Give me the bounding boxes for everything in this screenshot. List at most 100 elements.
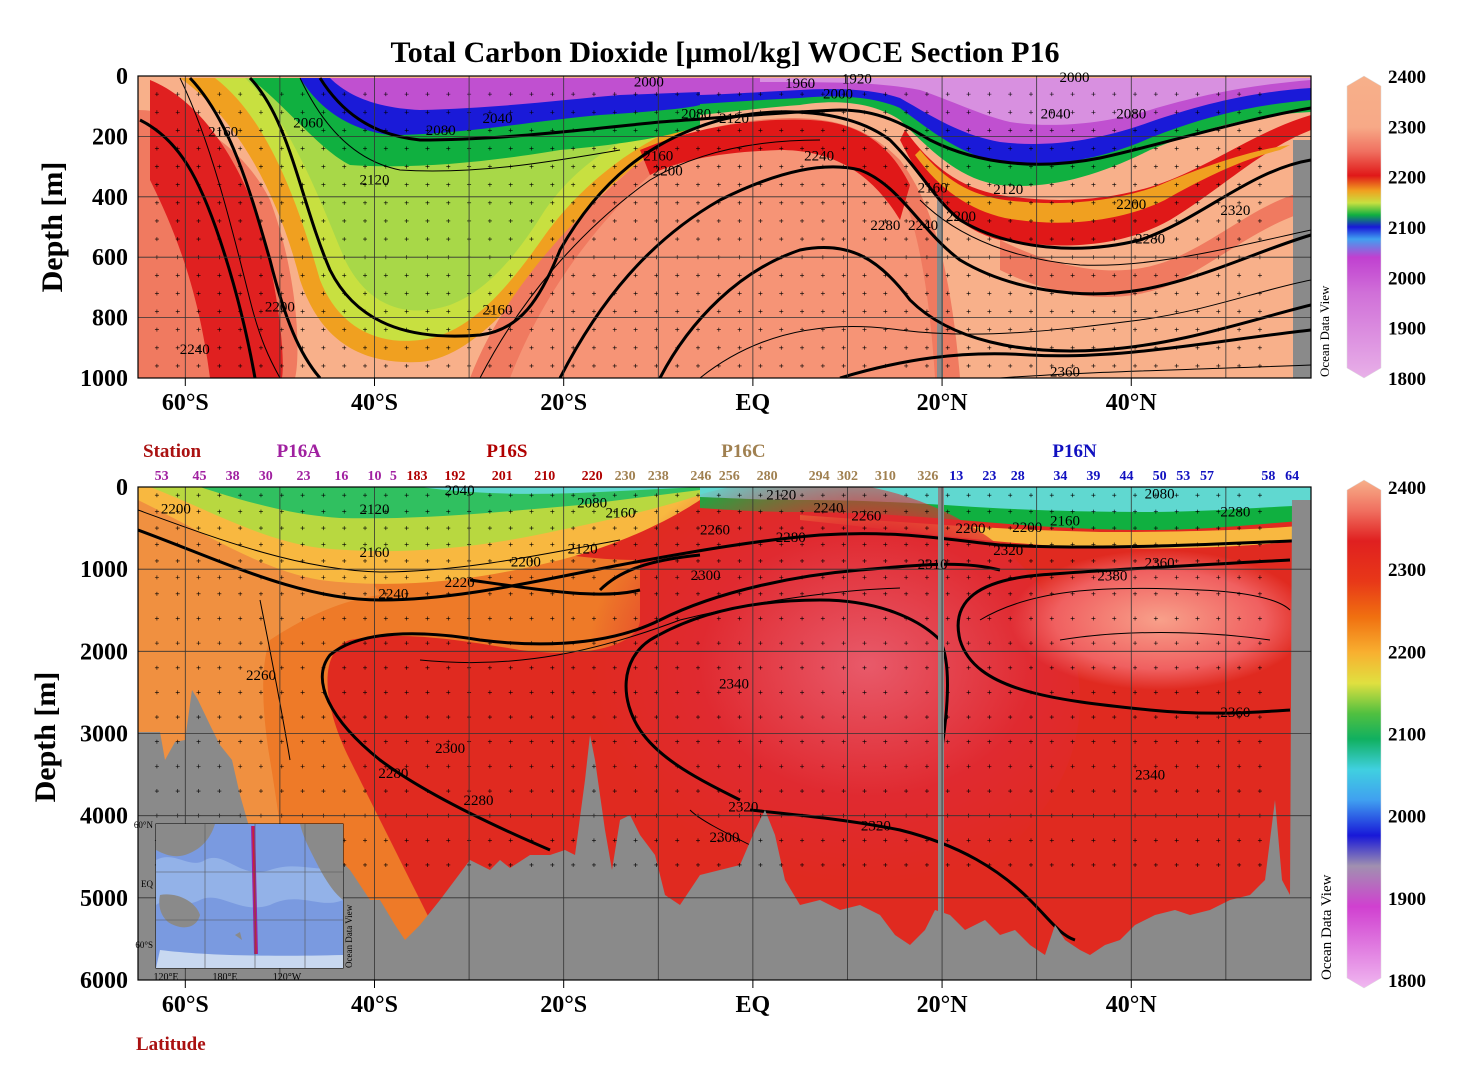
contour-label: 2160 xyxy=(208,124,238,140)
contour-label: 2340 xyxy=(1135,768,1165,784)
upper-field xyxy=(138,76,1311,378)
station-label: 50 xyxy=(1153,469,1167,484)
station-label: 326 xyxy=(917,469,938,484)
colorbar-tick-label: 2400 xyxy=(1388,478,1426,499)
station-label: 57 xyxy=(1200,469,1214,484)
contour-label: 2080 xyxy=(1116,106,1146,122)
y-tick-label: 0 xyxy=(116,475,128,501)
station-label: 256 xyxy=(719,469,740,484)
section-label: P16S xyxy=(486,441,527,462)
station-label: 23 xyxy=(297,469,311,484)
station-labels: 53 45 38 30 23 16 10 5 183 192 201 210 220 230 238 246 2… xyxy=(155,469,1299,484)
lower-station-marks xyxy=(154,493,1262,867)
station-label: 53 xyxy=(1176,469,1190,484)
contour-label: 2060 xyxy=(293,115,323,131)
inset-lat-label: 60°S xyxy=(135,940,153,950)
colorbar-tick-label: 2100 xyxy=(1388,725,1426,746)
lower-contour-labels: 2200 212020402160220021202160208022602120… xyxy=(161,483,1250,846)
x-tick-label: 20°S xyxy=(540,992,587,1018)
y-tick-label: 200 xyxy=(92,124,128,150)
lower-y-ticks: 0 1000 2000 3000 4000 5000 6000 xyxy=(80,475,128,994)
lower-odv-label: Ocean Data View xyxy=(1319,874,1335,980)
contour-label: 2300 xyxy=(710,830,740,846)
station-label: 28 xyxy=(1011,469,1025,484)
colorbar-tick-label: 2100 xyxy=(1388,218,1426,239)
upper-y-axis-label: Depth [m] xyxy=(36,162,69,293)
x-tick-label: 60°S xyxy=(162,992,209,1018)
contour-label: 2160 xyxy=(482,303,512,319)
station-label: 294 xyxy=(809,469,830,484)
contour-label: 2080 xyxy=(1145,487,1175,503)
contour-label: 2200 xyxy=(161,501,191,517)
section-label: P16N xyxy=(1052,441,1097,462)
y-tick-label: 0 xyxy=(116,64,128,90)
contour-label: 2260 xyxy=(851,509,881,525)
contour-label: 2320 xyxy=(993,543,1023,559)
station-label: 44 xyxy=(1120,469,1134,484)
contour-label: 2160 xyxy=(918,180,948,196)
section-label: P16C xyxy=(721,441,765,462)
contour-label: 2040 xyxy=(445,483,475,499)
upper-station-marks xyxy=(154,92,1262,368)
x-tick-label: 20°S xyxy=(540,390,587,416)
lower-x-ticks: 60°S 40°S 20°S EQ 20°N 40°N xyxy=(162,980,1158,1018)
contour-label: 2280 xyxy=(378,766,408,782)
contour-label: 2080 xyxy=(681,106,711,122)
station-label: 64 xyxy=(1285,469,1299,484)
contour-label: 2120 xyxy=(359,502,389,518)
contour-label: 2120 xyxy=(359,173,389,189)
section-labels: P16A P16S P16C P16N xyxy=(277,441,1097,462)
lower-colorbar xyxy=(1346,479,1382,989)
contour-label: 2280 xyxy=(870,218,900,234)
contour-label: 2200 xyxy=(955,521,985,537)
station-header: Station xyxy=(143,441,202,462)
contour-label: 2120 xyxy=(568,542,598,558)
station-label: 201 xyxy=(492,469,513,484)
contour-label: 2200 xyxy=(1012,520,1042,536)
y-tick-label: 400 xyxy=(92,185,128,211)
contour-label: 2360 xyxy=(1145,556,1175,572)
contour-label: 2240 xyxy=(814,500,844,516)
lower-x-axis-label: Latitude xyxy=(136,1034,206,1055)
contour-label: 2000 xyxy=(634,75,664,91)
station-label: 220 xyxy=(582,469,603,484)
station-label: 30 xyxy=(259,469,273,484)
upper-colorbar-ticks: 2400 2300 2200 2100 2000 1900 1800 xyxy=(1388,67,1426,390)
y-tick-label: 4000 xyxy=(80,804,128,830)
station-label: 230 xyxy=(615,469,636,484)
inset-lon-label: 180°E xyxy=(212,972,237,983)
contour-label: 2320 xyxy=(1220,203,1250,219)
inset-lat-label: 60°N xyxy=(134,820,154,830)
upper-y-ticks: 0 200 400 600 800 1000 xyxy=(80,64,128,392)
contour-label: 2320 xyxy=(861,818,891,834)
inset-odv-label: Ocean Data View xyxy=(344,904,354,968)
contour-label: 2260 xyxy=(246,668,276,684)
contour-label: 2120 xyxy=(766,487,796,503)
contour-label: 2200 xyxy=(265,300,295,316)
contour-label: 2310 xyxy=(918,557,948,573)
x-tick-label: EQ xyxy=(736,390,771,416)
y-tick-label: 1000 xyxy=(80,366,128,392)
contour-label: 2280 xyxy=(776,530,806,546)
contour-label: 2160 xyxy=(1050,514,1080,530)
x-tick-label: 40°N xyxy=(1106,992,1158,1018)
colorbar-tick-label: 2000 xyxy=(1388,268,1426,289)
upper-panel: Depth [m] 0 200 400 600 800 1000 60°S 40°S 20°S… xyxy=(36,64,1426,416)
station-label: 16 xyxy=(334,469,348,484)
station-label: 53 xyxy=(155,469,169,484)
contour-label: 1960 xyxy=(785,76,815,92)
contour-label: 1920 xyxy=(842,72,872,88)
x-tick-label: 20°N xyxy=(917,390,969,416)
station-label: 183 xyxy=(407,469,428,484)
colorbar-tick-label: 1800 xyxy=(1388,971,1426,992)
colorbar-tick-label: 1900 xyxy=(1388,319,1426,340)
contour-label: 2200 xyxy=(511,555,541,571)
upper-colorbar xyxy=(1346,75,1382,379)
contour-label: 2260 xyxy=(700,523,730,539)
contour-label: 2280 xyxy=(1220,505,1250,521)
contour-label: 2320 xyxy=(728,800,758,816)
y-tick-label: 600 xyxy=(92,245,128,271)
station-label: 38 xyxy=(226,469,240,484)
